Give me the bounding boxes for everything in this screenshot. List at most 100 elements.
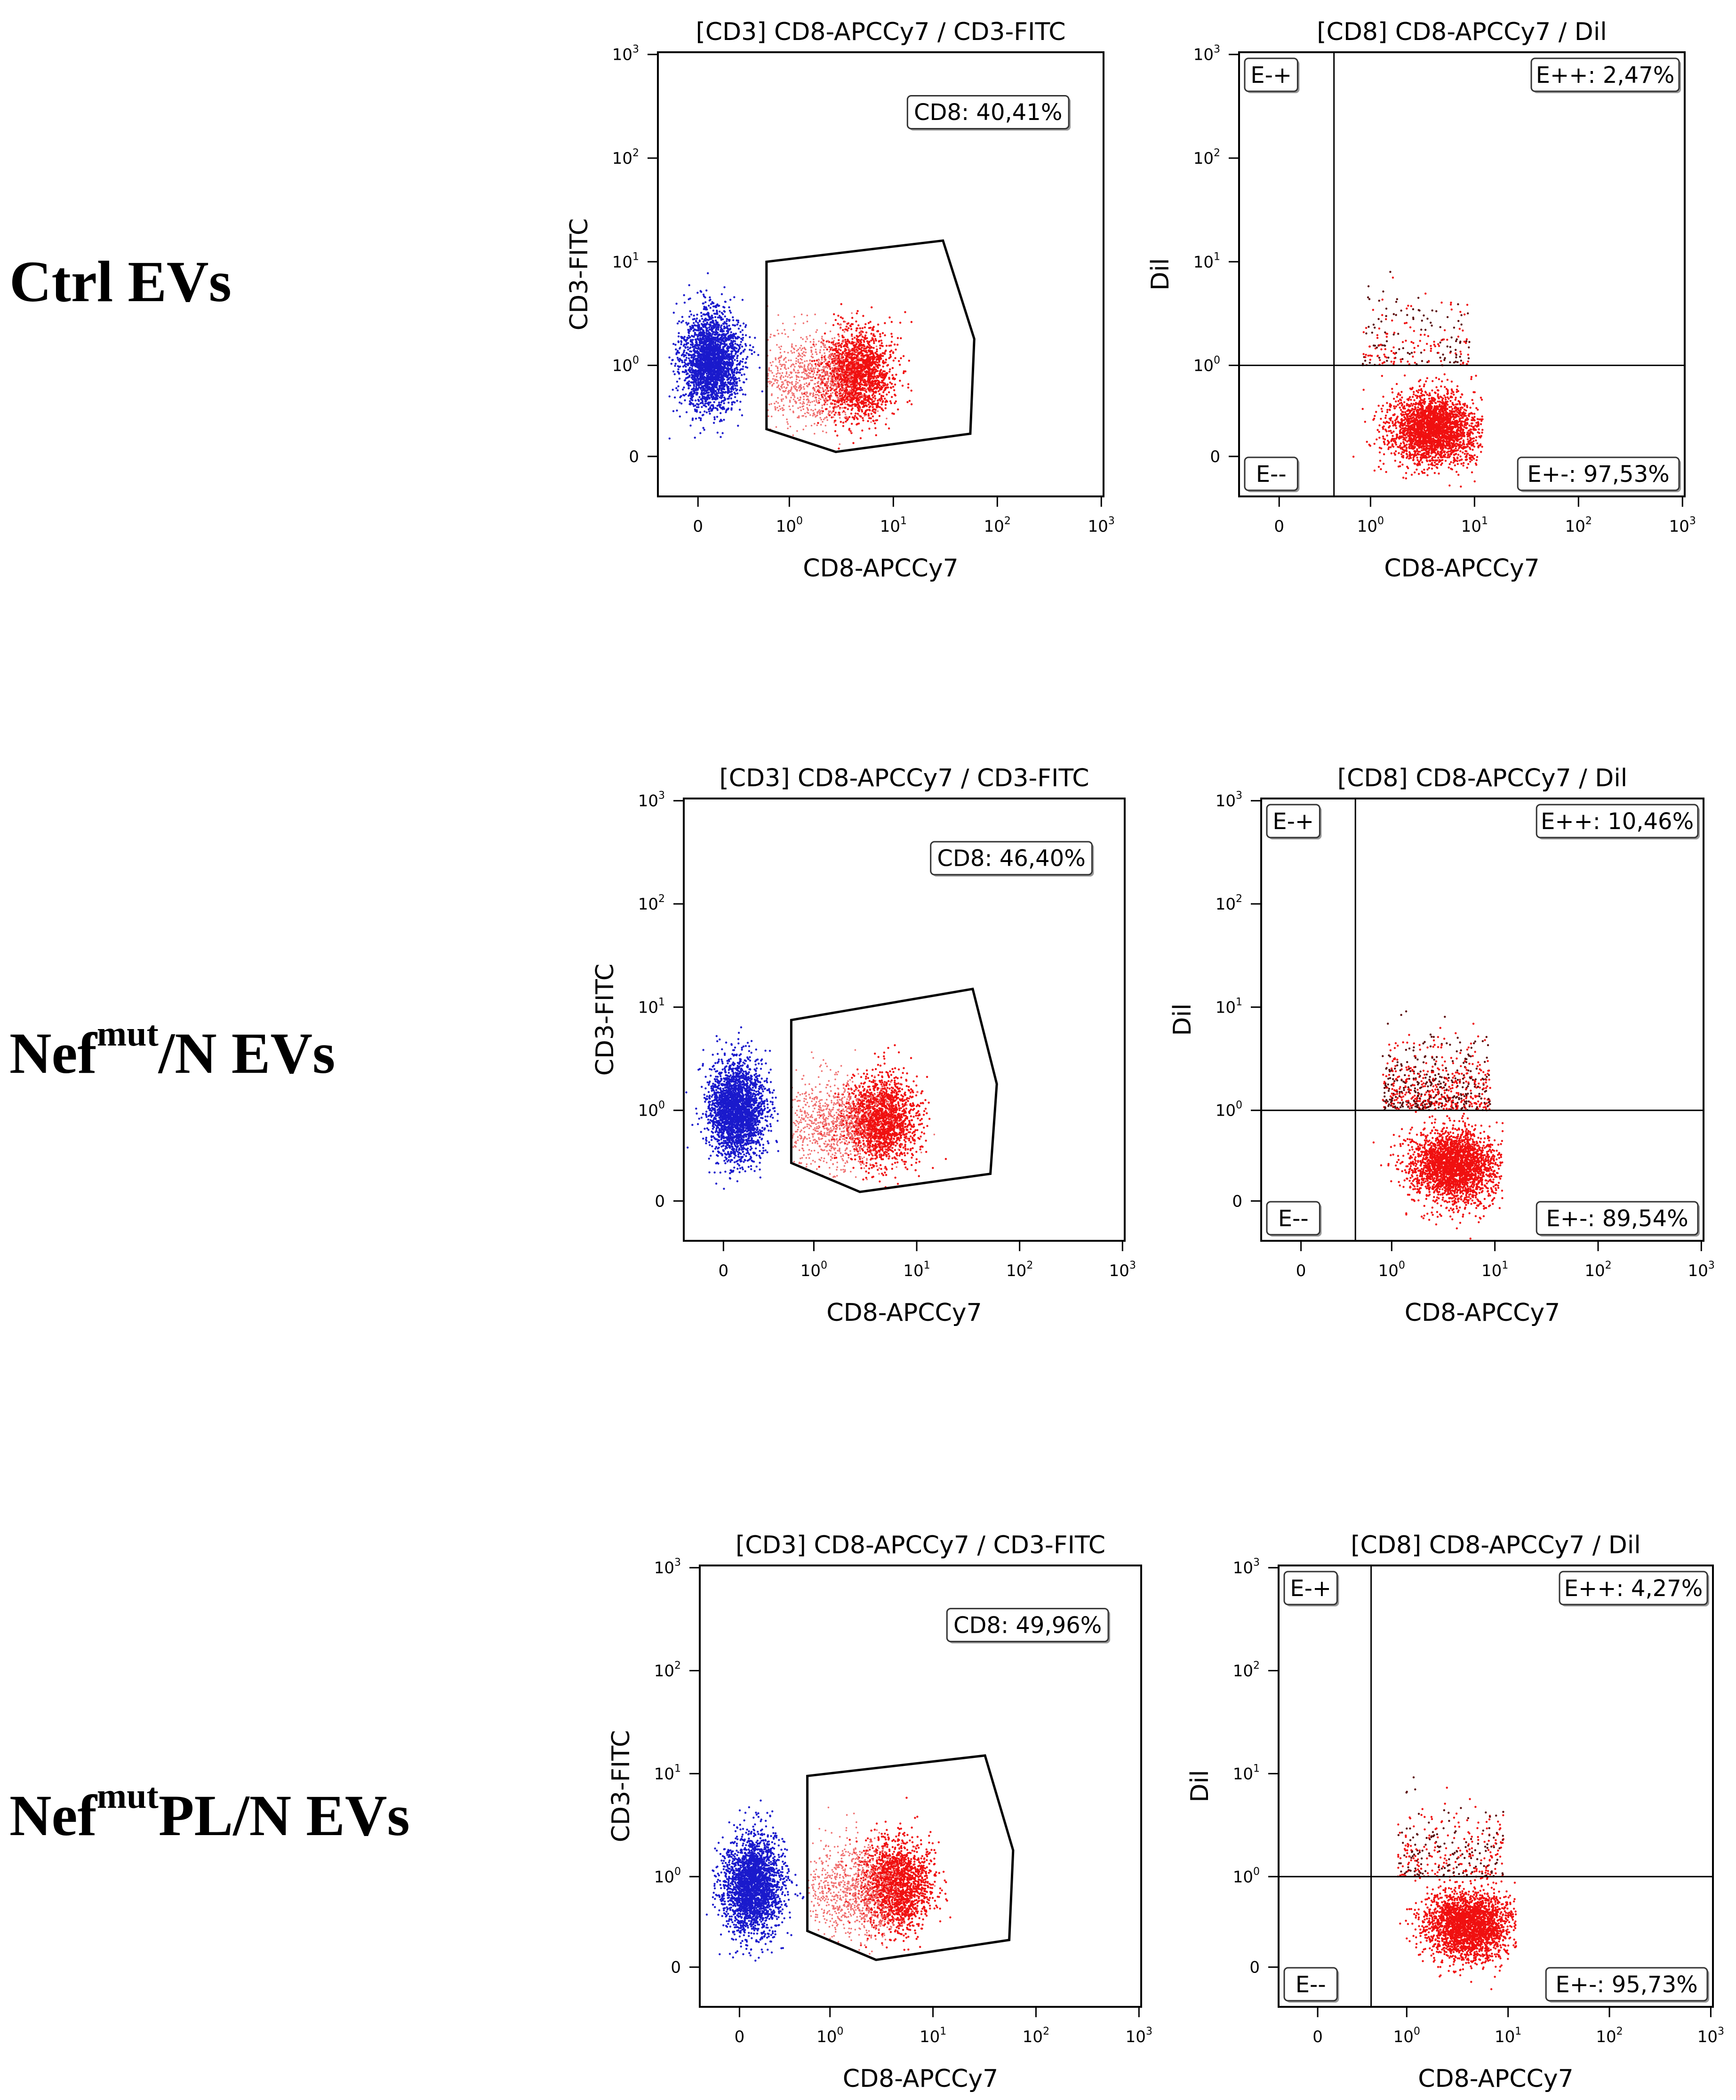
cd8-positive-event [824,395,826,397]
cd8-negative-event [712,305,714,307]
cd8-positive-event [871,386,873,388]
cd8-positive-event [797,397,799,399]
cd8-negative-event [669,438,671,439]
cd8-negative-event [719,420,721,422]
cd8-positive-event [808,382,810,384]
cd8-positive-event [787,376,789,378]
cd8-positive-event [858,423,860,424]
cd8-negative-event [707,313,709,315]
cd8-positive-event [825,322,827,324]
cd8-positive-event [814,423,816,425]
cd8-negative-event [717,323,719,325]
cd8-positive-event [830,399,832,400]
cd8-positive-event [823,390,824,392]
cd8-negative-event [724,315,726,317]
cd8-negative-event [704,405,705,407]
cd8-positive-event [816,329,818,331]
cd8-positive-event [841,362,843,364]
cd8-positive-event [895,374,897,375]
cd8-positive-event [887,383,888,385]
cd8-negative-event [729,327,731,329]
cd8-negative-event [680,321,682,323]
cd8-negative-event [709,367,711,369]
cd8-positive-event [883,385,885,387]
cd8-positive-event [803,388,805,390]
cd8-negative-event [679,347,681,349]
cd8-positive-event [869,406,871,407]
cd8-positive-event [879,393,880,395]
cd8-negative-event [681,316,683,318]
cd8-positive-event [900,357,902,359]
cd8-positive-event [886,393,888,395]
cd8-negative-event [726,318,728,320]
cd8-positive-event [805,425,807,427]
cd8-positive-event [836,360,838,362]
cd8-negative-event [715,377,717,379]
cd8-positive-event [833,349,835,351]
cd8-positive-event [864,327,866,328]
cd8-positive-event [835,345,837,347]
cd8-positive-event [888,377,890,379]
cd8-positive-event [846,323,848,325]
cd8-positive-event [882,409,884,411]
cd8-negative-event [694,405,696,407]
cd8-positive-event [878,363,880,365]
cd8-negative-event [732,316,734,318]
cd8-negative-event [710,303,712,305]
cd8-positive-event [891,412,893,414]
cd8-positive-event [864,402,866,404]
cd8-negative-event [718,353,720,355]
cd8-positive-event [911,321,912,323]
cd8-negative-event [700,356,702,358]
cd8-negative-event [689,297,691,299]
cd8-positive-event [842,425,844,427]
cd8-positive-event [885,423,887,425]
cd8-positive-event [815,404,816,406]
cd8-positive-event [838,345,840,347]
cd8-positive-event [828,357,830,359]
cd8-positive-event [842,351,844,353]
cd8-positive-event [870,327,872,328]
cd8-negative-event [739,389,741,391]
cd8-positive-event [823,361,825,363]
cd8-negative-event [704,323,705,325]
cd8-positive-event [836,392,838,394]
cd8-negative-event [677,371,679,373]
cd8-positive-event [888,371,890,373]
cd8-positive-event [834,371,836,373]
cd8-negative-event [724,342,726,344]
cd8-positive-event [880,376,882,378]
cd8-negative-event [696,338,698,340]
cd8-negative-event [716,346,718,348]
cd8-negative-event [697,322,699,324]
cd8-positive-event [879,389,881,391]
cd8-negative-event [719,406,721,408]
cd8-positive-event [829,366,831,367]
cd8-positive-event [770,403,772,405]
cd8-negative-event [674,373,676,375]
cd8-positive-event [839,398,841,400]
cd8-positive-event [846,326,848,327]
cd8-positive-event [826,419,828,421]
cd8-positive-event [862,327,864,329]
cd8-positive-event [832,387,834,389]
cd8-negative-event [709,332,711,334]
cd8-negative-event [751,353,753,355]
cd8-negative-event [677,365,679,367]
cd8-positive-event [886,365,888,367]
cd8-positive-event [809,363,811,365]
cd8-positive-event [812,374,814,375]
cd8-positive-event [768,378,769,380]
cd8-positive-event [842,411,844,413]
cd8-negative-event [711,369,713,371]
cd8-negative-event [740,338,742,340]
cd8-positive-event [869,357,871,359]
cd8-negative-event [711,335,712,337]
cd8-positive-event [851,401,853,403]
cd8-negative-event [720,436,721,438]
cd8-positive-event [814,388,816,390]
cd8-negative-event [714,350,716,352]
cd8-positive-event [827,386,829,388]
cd8-positive-event [851,317,853,319]
cd8-positive-event [829,368,831,370]
